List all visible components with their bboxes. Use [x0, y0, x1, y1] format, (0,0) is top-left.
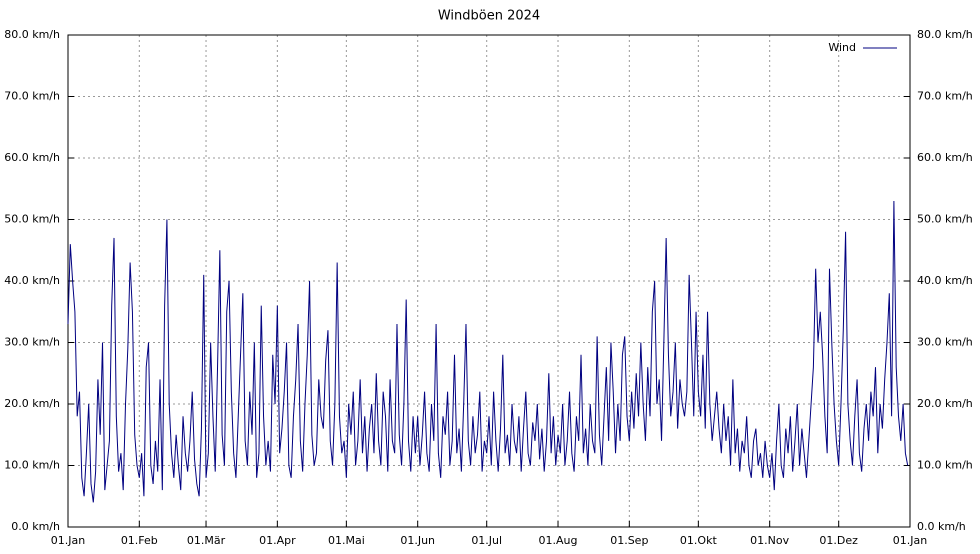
- chart-title: Windböen 2024: [438, 9, 540, 24]
- y2-tick-label: 70.0 km/h: [917, 90, 973, 103]
- y-tick-label: 0.0 km/h: [11, 520, 60, 533]
- y-tick-label: 70.0 km/h: [4, 90, 60, 103]
- y2-tick-label: 30.0 km/h: [917, 336, 973, 349]
- y2-tick-label: 80.0 km/h: [917, 28, 973, 41]
- y2-tick-label: 60.0 km/h: [917, 151, 973, 164]
- data-line: [67, 201, 909, 503]
- y-tick-label: 50.0 km/h: [4, 213, 60, 226]
- y-tick-label: 40.0 km/h: [4, 274, 60, 287]
- x-tick-label: 01.Feb: [121, 534, 158, 547]
- y-tick-label: 30.0 km/h: [4, 336, 60, 349]
- y-tick-label: 80.0 km/h: [4, 28, 60, 41]
- x-tick-label: 01.Jan: [51, 534, 85, 547]
- y2-tick-label: 10.0 km/h: [917, 459, 973, 472]
- x-tick-label: 01.Sep: [610, 534, 648, 547]
- x-tick-label: 01.Jun: [400, 534, 435, 547]
- legend-label: Wind: [828, 41, 856, 54]
- y2-tick-label: 50.0 km/h: [917, 213, 973, 226]
- x-tick-label: 01.Jan: [893, 534, 927, 547]
- y-tick-label: 60.0 km/h: [4, 151, 60, 164]
- x-tick-label: 01.Okt: [680, 534, 718, 547]
- y2-tick-label: 20.0 km/h: [917, 397, 973, 410]
- y2-tick-label: 0.0 km/h: [917, 520, 966, 533]
- y2-tick-label: 40.0 km/h: [917, 274, 973, 287]
- x-tick-label: 01.Apr: [259, 534, 296, 547]
- x-tick-label: 01.Aug: [539, 534, 578, 547]
- y-tick-label: 10.0 km/h: [4, 459, 60, 472]
- y-tick-label: 20.0 km/h: [4, 397, 60, 410]
- plot-frame: [67, 34, 911, 528]
- x-tick-label: 01.Dez: [819, 534, 858, 547]
- x-tick-label: 01.Nov: [750, 534, 789, 547]
- x-tick-label: 01.Mär: [187, 534, 226, 547]
- x-tick-label: 01.Jul: [471, 534, 502, 547]
- x-tick-label: 01.Mai: [328, 534, 365, 547]
